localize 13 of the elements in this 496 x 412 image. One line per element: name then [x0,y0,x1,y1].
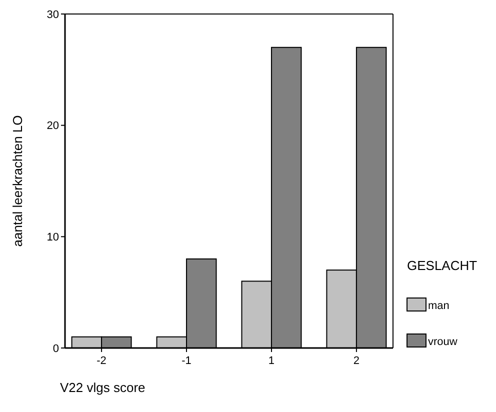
y-tick-label: 20 [46,120,59,132]
legend-label: man [428,300,450,312]
y-axis-title: aantal leerkrachten LO [10,115,25,247]
x-tick-label: -2 [96,355,106,367]
legend-title: GESLACHT [407,258,478,273]
y-tick-label: 10 [46,232,59,244]
y-tick-label: 30 [46,8,59,21]
x-axis-title: V22 vlgs score [60,380,146,395]
x-tick-label: 2 [353,355,360,367]
x-tick-label: -1 [182,355,192,367]
x-tick-label: 1 [268,355,275,367]
legend-label: vrouw [428,336,458,348]
y-tick-label: 0 [52,342,59,355]
